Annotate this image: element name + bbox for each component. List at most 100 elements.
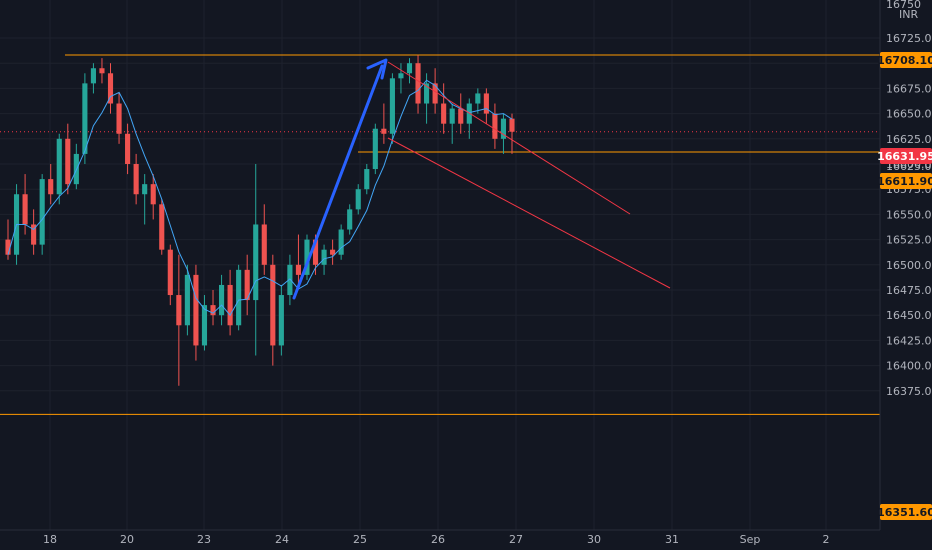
price-tag-label: 16708.10 bbox=[877, 54, 932, 67]
price-tag-current-price: 16631.95 bbox=[877, 148, 932, 164]
price-tick-label: 16425.00 bbox=[886, 334, 932, 347]
candle-body bbox=[176, 295, 182, 326]
price-tag-resistance-high: 16708.10 bbox=[877, 52, 932, 68]
price-axis[interactable] bbox=[880, 0, 932, 530]
horizontal-levels[interactable] bbox=[0, 54, 880, 415]
candle-body bbox=[441, 103, 447, 124]
candle-body bbox=[236, 269, 242, 326]
trend-arrow-shaft[interactable] bbox=[292, 64, 384, 300]
price-tick-label: 16650.00 bbox=[886, 108, 932, 121]
candle-body bbox=[312, 239, 319, 265]
price-tick-label: 16375.00 bbox=[886, 385, 932, 398]
candle-body bbox=[159, 204, 165, 250]
candle-body bbox=[500, 118, 507, 139]
candle-body bbox=[116, 103, 122, 134]
price-tag-support-level: 16611.90 bbox=[877, 173, 932, 189]
candle-body bbox=[90, 68, 96, 84]
candle-body bbox=[125, 133, 131, 164]
candle-body bbox=[244, 269, 250, 301]
price-tick-label: 16400.00 bbox=[886, 360, 932, 373]
time-tick-label: 31 bbox=[665, 533, 679, 546]
candle-body bbox=[398, 73, 404, 79]
time-tick-label: 26 bbox=[431, 533, 445, 546]
candle-body bbox=[381, 128, 387, 134]
price-tick-label: 16550.00 bbox=[886, 208, 932, 221]
grid bbox=[0, 0, 880, 530]
price-tick-label: 16675.00 bbox=[886, 82, 932, 95]
candle-body bbox=[406, 63, 413, 74]
candle-body bbox=[22, 194, 28, 225]
candle-body bbox=[193, 274, 199, 346]
candle-body bbox=[304, 239, 310, 275]
time-tick-label: 30 bbox=[587, 533, 601, 546]
candle-body bbox=[483, 93, 489, 114]
candle-body bbox=[458, 108, 464, 124]
price-tick-label: 16475.00 bbox=[886, 284, 932, 297]
time-tick-label: 23 bbox=[197, 533, 211, 546]
time-tick-label: 25 bbox=[353, 533, 367, 546]
trend-arrow-head[interactable] bbox=[366, 58, 388, 80]
candle-body bbox=[48, 179, 54, 195]
drawings[interactable] bbox=[292, 58, 671, 300]
price-tick-label: 16500.00 bbox=[886, 259, 932, 272]
price-tag-label: 16631.95 bbox=[877, 150, 932, 163]
channel-upper-line[interactable] bbox=[387, 61, 631, 215]
candle-body bbox=[321, 249, 327, 265]
candles bbox=[5, 55, 515, 386]
candle-body bbox=[82, 83, 88, 154]
candle-body bbox=[424, 83, 430, 104]
candle-body bbox=[330, 249, 336, 255]
candle-body bbox=[295, 264, 302, 275]
channel-lower-line[interactable] bbox=[387, 137, 671, 289]
moving-average-line bbox=[7, 79, 513, 317]
candle-body bbox=[449, 108, 455, 124]
candle-body bbox=[347, 209, 353, 230]
candle-body bbox=[253, 224, 259, 301]
candle-body bbox=[107, 73, 114, 104]
candle-body bbox=[31, 224, 37, 245]
price-tick-label: 16450.00 bbox=[886, 309, 932, 322]
candle-body bbox=[287, 264, 293, 296]
candle-body bbox=[372, 128, 378, 170]
candle-body bbox=[227, 284, 233, 326]
time-tick-label: 20 bbox=[120, 533, 134, 546]
time-tick-label: Sep bbox=[740, 533, 761, 546]
candle-body bbox=[415, 63, 421, 104]
price-tag-support-low: 16351.60 bbox=[877, 504, 932, 520]
time-axis[interactable] bbox=[0, 530, 932, 550]
time-tick-label: 24 bbox=[275, 533, 289, 546]
price-tag-label: 16351.60 bbox=[877, 506, 932, 519]
candle-body bbox=[270, 264, 276, 346]
price-tags: 16708.10 16631.95 16611.90 16351.60 bbox=[877, 52, 932, 520]
candle-body bbox=[150, 184, 156, 205]
candle-body bbox=[56, 138, 62, 195]
candle-body bbox=[65, 138, 71, 185]
currency-label: INR bbox=[899, 8, 918, 21]
candle-body bbox=[338, 229, 344, 255]
price-tick-label: 16625.00 bbox=[886, 133, 932, 146]
price-tag-label: 16611.90 bbox=[877, 175, 932, 188]
candle-body bbox=[210, 305, 216, 316]
time-tick-label: 2 bbox=[823, 533, 830, 546]
candle-body bbox=[432, 83, 438, 104]
time-tick-label: 18 bbox=[43, 533, 57, 546]
candle-body bbox=[475, 93, 481, 104]
price-tick-label-partial: 16750 bbox=[886, 0, 921, 11]
candle-body bbox=[364, 169, 370, 190]
candle-body bbox=[261, 224, 267, 265]
time-tick-label: 27 bbox=[509, 533, 523, 546]
price-tick-label: 16525.00 bbox=[886, 234, 932, 247]
candle-body bbox=[492, 113, 498, 139]
candle-body bbox=[201, 305, 208, 346]
candle-body bbox=[355, 189, 361, 210]
candle-body bbox=[278, 295, 284, 346]
candle-body bbox=[5, 239, 11, 255]
candle-body bbox=[39, 179, 45, 245]
candle-body bbox=[218, 284, 225, 316]
candle-body bbox=[167, 249, 173, 296]
candle-body bbox=[142, 184, 148, 195]
price-tick-label: 16725.00 bbox=[886, 32, 932, 45]
candle-body bbox=[184, 274, 190, 326]
candle-body bbox=[509, 118, 515, 132]
